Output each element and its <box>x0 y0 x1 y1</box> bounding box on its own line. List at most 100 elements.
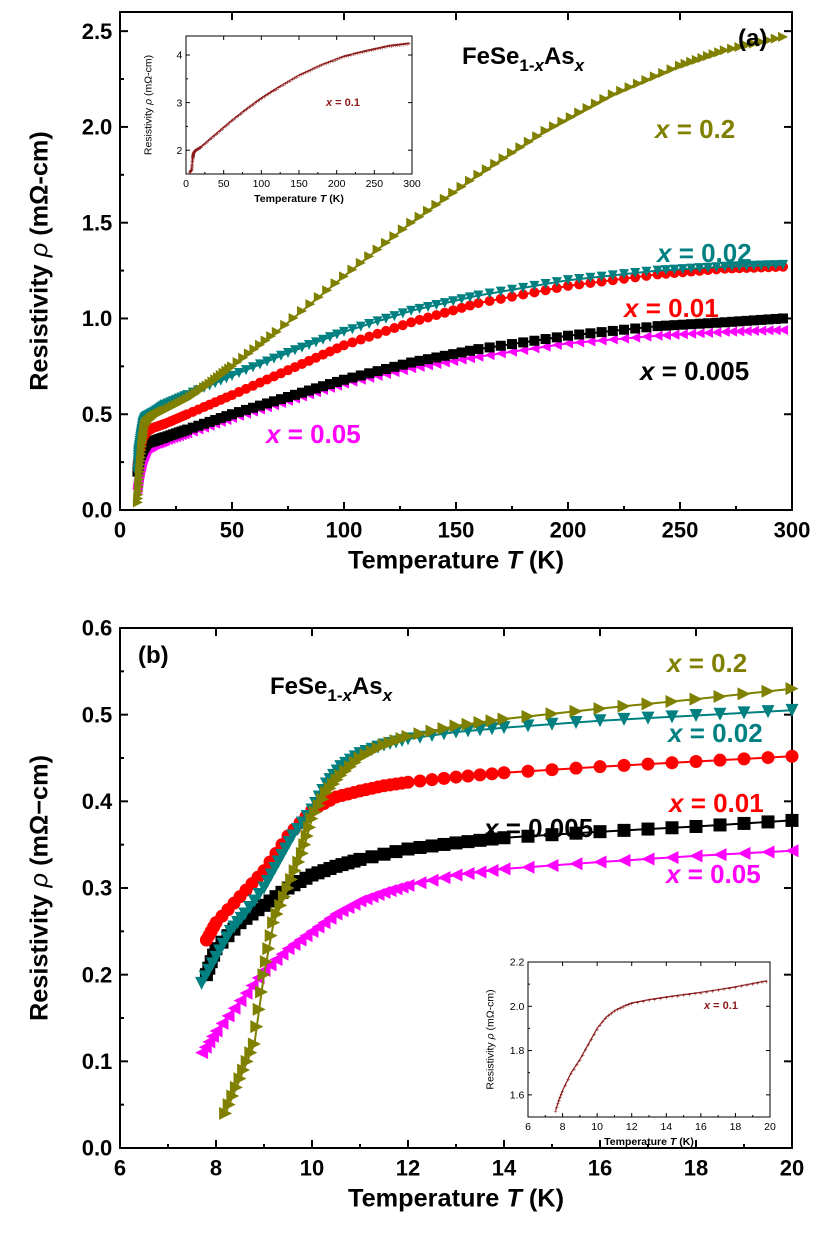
inset-data-point: + <box>301 71 305 78</box>
data-point <box>355 370 366 381</box>
inset-chart: 0 50 100 150 200 250 300 2 3 4 Temperature T (K) Re… <box>142 35 421 205</box>
data-point <box>247 1037 261 1051</box>
data-point <box>406 317 417 328</box>
data-point <box>540 125 551 136</box>
data-point <box>557 116 568 127</box>
data-point <box>596 335 607 346</box>
inset-data-point: + <box>395 43 399 50</box>
data-point <box>226 1089 240 1103</box>
data-point <box>255 985 269 999</box>
data-point <box>431 352 442 363</box>
inset-data-point: + <box>566 1077 570 1084</box>
main-axis-xtick-label: 250 <box>662 518 699 543</box>
data-point <box>339 374 349 385</box>
data-point <box>711 317 722 328</box>
series-line <box>205 755 793 941</box>
data-point <box>221 411 232 422</box>
inset-data-point: + <box>383 44 387 51</box>
data-point <box>313 292 324 303</box>
data-point <box>439 193 450 204</box>
inset-axis-xtick-label: 250 <box>366 178 384 190</box>
data-point <box>372 328 383 339</box>
data-point <box>269 353 279 364</box>
data-point <box>243 348 254 359</box>
inset-data-point: + <box>265 92 269 99</box>
inset-data-point: + <box>304 70 308 77</box>
data-point <box>593 760 607 774</box>
data-point <box>641 322 652 333</box>
inset-data-point: + <box>190 159 194 166</box>
data-point <box>414 211 425 222</box>
main-axis-xtick-label: 8 <box>210 1156 222 1181</box>
data-point <box>257 968 271 982</box>
data-point <box>389 323 400 334</box>
data-point <box>785 749 799 763</box>
data-point <box>473 865 487 879</box>
data-point <box>521 719 535 733</box>
data-point <box>641 697 655 711</box>
inset-data-point: + <box>268 90 272 97</box>
data-point <box>680 58 691 69</box>
inset-data-point: + <box>569 1071 573 1078</box>
data-point <box>364 331 375 342</box>
data-point <box>332 376 342 387</box>
data-point <box>734 326 745 337</box>
main-axis-ytick-label: 0.4 <box>82 789 113 814</box>
data-point <box>311 337 321 348</box>
data-point <box>761 815 775 829</box>
data-point <box>461 866 475 880</box>
data-point <box>665 850 679 864</box>
inset-data-point: + <box>320 63 324 70</box>
series-label: x = 0.2 <box>653 114 735 144</box>
main-axis-ytick-label: 0.0 <box>82 498 113 523</box>
inset-data-point: + <box>196 146 200 153</box>
inset-data-point: + <box>267 91 271 98</box>
data-point <box>448 296 459 307</box>
main-axis-xtick-label: 18 <box>684 1156 708 1181</box>
data-point <box>641 266 652 277</box>
data-point <box>727 316 738 327</box>
data-point <box>297 306 307 317</box>
data-point <box>545 763 559 777</box>
series-label: x = 0.005 <box>482 813 593 843</box>
main-axis-xtick-label: 10 <box>300 1156 324 1181</box>
data-point <box>456 294 467 305</box>
data-point <box>381 363 391 374</box>
data-point <box>431 199 442 210</box>
data-point <box>545 858 559 872</box>
data-point <box>617 853 631 867</box>
data-point <box>593 714 607 728</box>
inset-data-point: + <box>324 61 328 68</box>
data-point <box>756 36 767 47</box>
main-axis-xtick-label: 100 <box>326 518 363 543</box>
inset-data-point: + <box>331 58 335 65</box>
inset-data-point: + <box>308 68 312 75</box>
inset-data-point: + <box>299 72 303 79</box>
inset-data-point: + <box>204 141 208 148</box>
data-point <box>439 350 450 361</box>
data-point <box>269 396 279 407</box>
data-point <box>239 986 253 1000</box>
series-label: x = 0.005 <box>638 356 749 386</box>
data-point <box>785 813 799 827</box>
inset-data-point: + <box>191 151 195 158</box>
data-point <box>661 320 671 331</box>
inset-data-point: + <box>315 65 319 72</box>
data-point <box>495 286 506 297</box>
inset-data-point: + <box>333 57 337 64</box>
data-point <box>497 831 511 845</box>
data-point <box>574 337 585 348</box>
inset-data-point: + <box>589 1037 593 1044</box>
inset-data-point: + <box>270 89 274 96</box>
data-point <box>532 131 543 142</box>
main-axis-xtick-label: 150 <box>438 518 475 543</box>
data-point <box>304 340 314 351</box>
data-point <box>694 328 705 339</box>
inset-data-point: + <box>344 53 348 60</box>
data-point <box>694 318 705 329</box>
data-point <box>756 325 767 336</box>
data-point <box>741 40 752 51</box>
data-point <box>193 420 204 431</box>
data-point <box>397 320 408 331</box>
inset-axis-xtick-label: 20 <box>764 1121 776 1133</box>
